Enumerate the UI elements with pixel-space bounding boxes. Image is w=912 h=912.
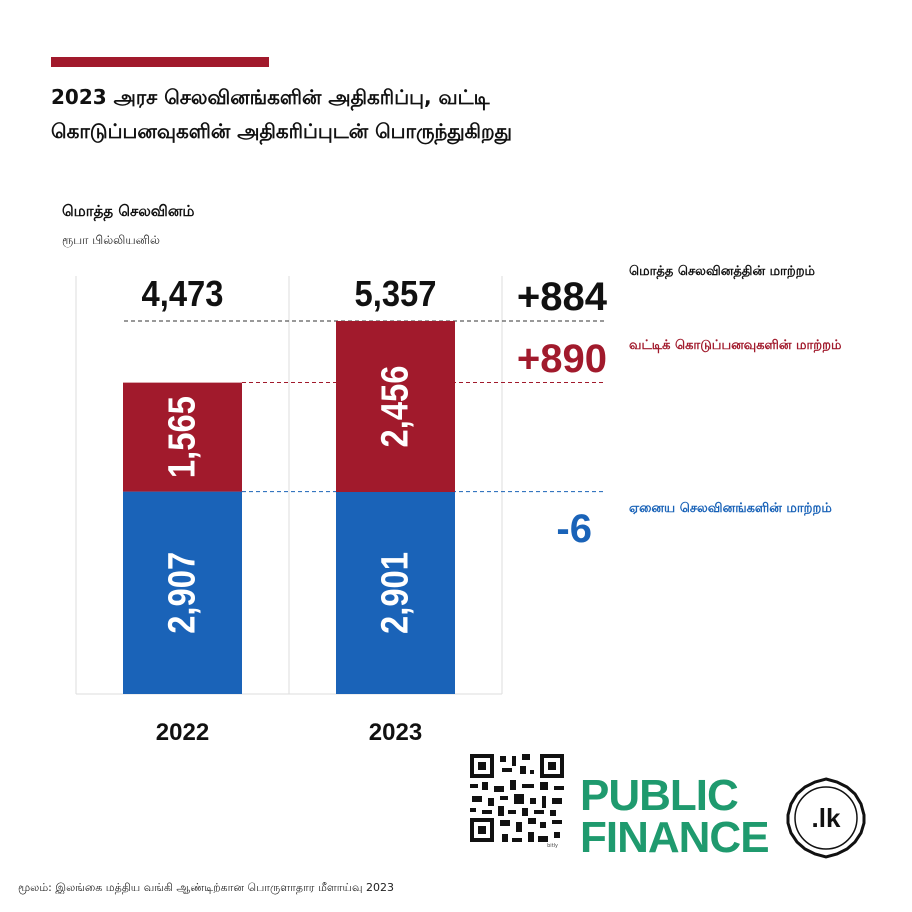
other-change-value: -6 — [556, 507, 592, 551]
total-label-2023: 5,357 — [355, 273, 437, 314]
qr-code: bitly — [468, 752, 566, 848]
bar-other-2022 — [123, 491, 242, 694]
publicfinance-logo: PUBLIC FINANCE .lk — [580, 771, 870, 865]
x-tick-label-2023: 2023 — [369, 719, 422, 746]
total-change-value: +884 — [517, 275, 608, 319]
bar-label-other-2022: 2,907 — [162, 552, 204, 634]
other-change-label: ஏனைய செலவினங்களின் மாற்றம் — [629, 501, 832, 516]
logo-word-finance: FINANCE — [580, 813, 770, 862]
bar-other-2023 — [336, 492, 455, 694]
bar-label-other-2023: 2,901 — [375, 552, 417, 634]
interest-change-label: வட்டிக் கொடுப்பனவுகளின் மாற்றம் — [629, 338, 842, 353]
logo-word-public: PUBLIC — [580, 771, 739, 820]
unit-label: ரூபா பில்லியனில் — [62, 233, 160, 247]
x-tick-label-2022: 2022 — [156, 719, 209, 746]
stacked-bar-chart: 2,907 1,565 4,473 2022 2,901 2,456 5,357 2023 +8… — [75, 273, 608, 746]
bar-label-interest-2022: 1,565 — [162, 396, 204, 478]
interest-change-value: +890 — [517, 337, 607, 381]
bar-label-interest-2023: 2,456 — [375, 366, 417, 448]
bar-interest-2022 — [123, 382, 242, 492]
total-change-label: மொத்த செலவினத்தின் மாற்றம் — [629, 264, 815, 279]
page-title: 2023 அரச செலவினங்களின் அதிகரிப்பு, வட்டி… — [51, 85, 513, 143]
logo-badge-text: .lk — [812, 803, 841, 833]
qr-caption: bitly — [547, 843, 558, 848]
title-accent-bar — [51, 57, 269, 67]
metric-label: மொத்த செலவினம் — [62, 202, 195, 220]
bar-interest-2023 — [336, 321, 455, 493]
logo-badge-icon: .lk — [786, 777, 866, 859]
logo-wordmark: PUBLIC FINANCE — [580, 771, 770, 862]
total-label-2022: 4,473 — [142, 273, 224, 314]
source-note: மூலம்: இலங்கை மத்திய வங்கி ஆண்டிற்கான பொ… — [18, 881, 394, 894]
